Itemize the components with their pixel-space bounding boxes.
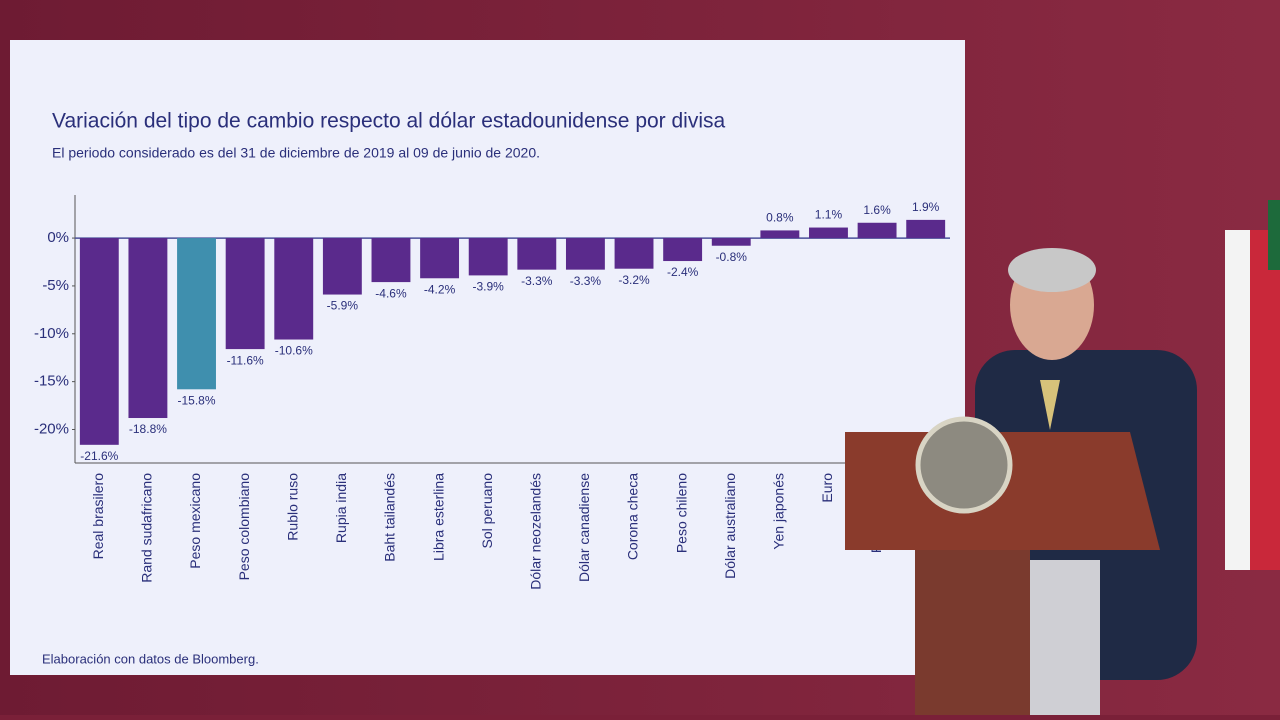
value-label: -11.6%	[227, 353, 264, 367]
flag-red	[1250, 230, 1280, 570]
podium-stand	[915, 550, 1030, 715]
source-note: Elaboración con datos de Bloomberg.	[42, 651, 259, 666]
bar	[565, 238, 605, 270]
x-tick-label: Rublo ruso	[284, 473, 300, 541]
value-label: -4.2%	[424, 282, 456, 296]
podium-seal	[915, 416, 1013, 514]
x-tick-label: Libra esterlina	[430, 473, 446, 561]
chart-subtitle: El periodo considerado es del 31 de dici…	[52, 145, 540, 161]
bar	[128, 238, 168, 419]
value-label: -15.8%	[178, 393, 216, 407]
chart-title: Variación del tipo de cambio respecto al…	[52, 110, 726, 133]
bar	[177, 238, 216, 390]
x-tick-label: Rupia india	[333, 473, 349, 543]
value-label: 0.8%	[766, 211, 794, 225]
x-tick-label: Sol peruano	[479, 473, 495, 549]
bar	[906, 219, 946, 239]
flag-green	[1268, 200, 1280, 270]
bar	[322, 238, 362, 295]
bar	[420, 238, 460, 279]
x-tick-label: Real brasilero	[90, 473, 106, 560]
podium-glass	[1030, 560, 1100, 715]
value-label: -3.3%	[570, 274, 602, 288]
bar	[857, 222, 897, 239]
screen	[10, 40, 965, 675]
bar	[225, 238, 265, 350]
bar	[760, 230, 800, 239]
value-label: -3.2%	[618, 273, 650, 287]
x-tick-label: Euro	[819, 473, 835, 503]
bar	[468, 238, 508, 276]
bar	[711, 238, 751, 246]
bar	[79, 238, 119, 445]
y-tick-label: -5%	[42, 277, 69, 294]
y-tick-label: -15%	[34, 373, 69, 390]
value-label: 1.6%	[863, 203, 891, 217]
y-tick-label: -20%	[34, 420, 69, 437]
x-tick-label: Peso chileno	[673, 473, 689, 553]
y-tick-label: -10%	[34, 325, 69, 342]
x-tick-label: Corona checa	[625, 473, 641, 560]
x-tick-label: Baht tailandés	[382, 473, 398, 562]
value-label: -3.9%	[473, 280, 505, 294]
value-label: -21.6%	[80, 449, 118, 463]
bar	[371, 238, 411, 283]
value-label: 1.9%	[912, 200, 940, 214]
x-tick-label: Peso colombiano	[236, 473, 252, 581]
bar	[663, 238, 703, 262]
x-tick-label: Peso mexicano	[187, 473, 203, 569]
x-tick-label: Dólar canadiense	[576, 473, 592, 582]
value-label: -4.6%	[375, 286, 407, 300]
value-label: -5.9%	[327, 299, 359, 313]
value-label: -18.8%	[129, 422, 167, 436]
x-tick-label: Yen japonés	[771, 473, 787, 550]
speaker-tie	[1040, 380, 1060, 430]
x-tick-label: Rand sudafricano	[139, 473, 155, 583]
bar	[517, 238, 557, 270]
x-tick-label: Dólar neozelandés	[528, 473, 544, 590]
value-label: -0.8%	[716, 250, 748, 264]
bar	[274, 238, 314, 340]
x-tick-label: Dólar australiano	[722, 473, 738, 579]
value-label: -3.3%	[521, 274, 553, 288]
bar	[614, 238, 654, 269]
speaker-hair	[1008, 248, 1096, 292]
bar	[809, 227, 848, 239]
value-label: -10.6%	[275, 344, 313, 358]
value-label: -2.4%	[667, 265, 699, 279]
bar-chart: -20% -15% -10% -5% 0% Real brasilero -21.6% Ran…	[34, 195, 950, 590]
y-tick-label: 0%	[47, 229, 69, 246]
value-label: 1.1%	[815, 208, 843, 222]
